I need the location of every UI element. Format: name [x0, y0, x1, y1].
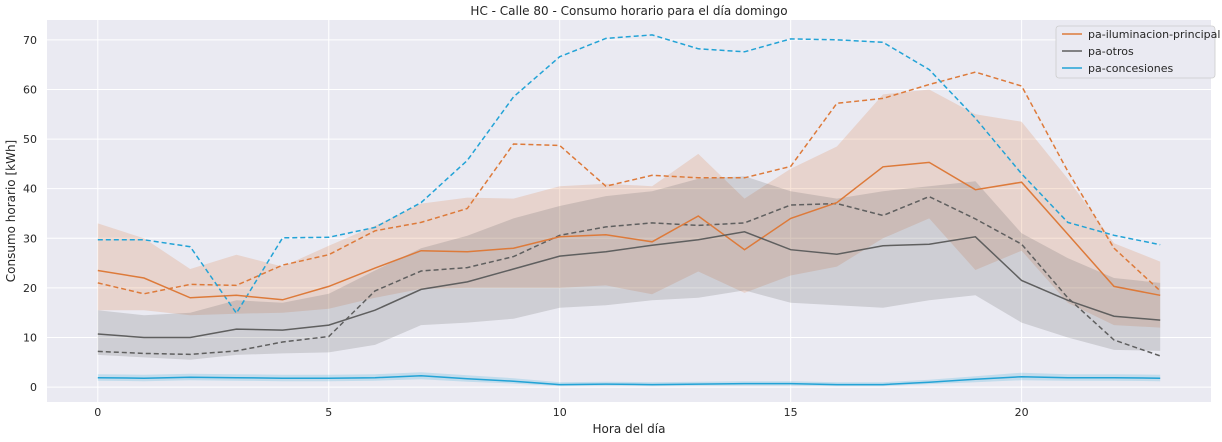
y-tick-label: 20	[23, 282, 37, 295]
y-tick-label: 60	[23, 83, 37, 96]
y-axis-title: Consumo horario [kWh]	[4, 140, 18, 282]
mean-line-2	[97, 374, 1161, 386]
series-lines	[97, 34, 1161, 386]
y-tick-label: 40	[23, 183, 37, 196]
mean-line-1	[97, 231, 1161, 339]
y-tick-labels: 0 10 20 30 40 50 60 70	[23, 34, 37, 394]
confidence-band-2	[97, 372, 1161, 387]
legend-label-concesiones: pa-concesiones	[1088, 62, 1174, 75]
legend-label-otros: pa-otros	[1088, 45, 1134, 58]
dashed-line-0	[97, 71, 1161, 295]
legend-label-iluminacion: pa-iluminacion-principal	[1088, 28, 1220, 41]
grid	[47, 20, 1211, 402]
confidence-band-0	[97, 89, 1161, 328]
y-tick-label: 10	[23, 332, 37, 345]
dashed-line-1	[97, 195, 1161, 357]
x-tick-label: 20	[1015, 406, 1029, 419]
y-tick-label: 0	[30, 381, 37, 394]
dashed-line-2	[97, 34, 1161, 315]
plot-background	[47, 20, 1211, 402]
legend-box	[1055, 25, 1216, 79]
x-tick-labels: 0 5 10 15 20	[94, 406, 1028, 419]
legend: pa-iluminacion-principal pa-otros pa-con…	[1055, 25, 1220, 79]
x-axis-title: Hora del día	[593, 422, 666, 436]
mean-line-0	[97, 161, 1161, 301]
y-tick-label: 30	[23, 232, 37, 245]
y-tick-label: 70	[23, 34, 37, 47]
x-tick-label: 15	[784, 406, 798, 419]
y-tick-label: 50	[23, 133, 37, 146]
x-tick-label: 0	[94, 406, 101, 419]
chart-title: HC - Calle 80 - Consumo horario para el …	[470, 4, 787, 18]
x-tick-label: 10	[553, 406, 567, 419]
x-tick-label: 5	[325, 406, 332, 419]
